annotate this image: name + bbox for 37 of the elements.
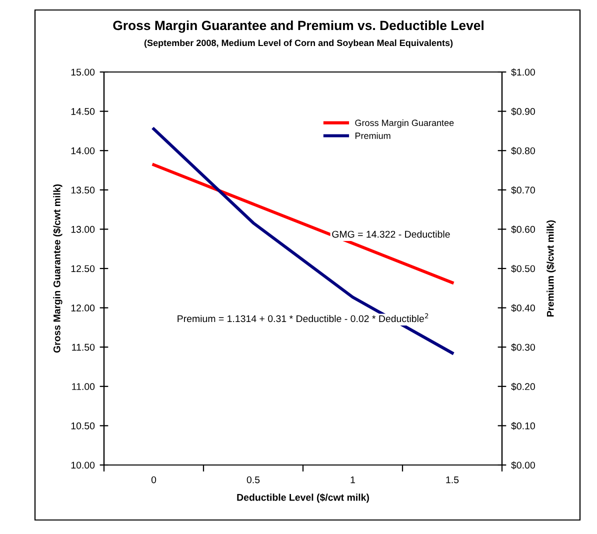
y-tick-label: 15.00 — [71, 68, 95, 76]
legend-label: Gross Margin Guarantee — [355, 119, 454, 128]
y2-tick-label: $0.80 — [511, 146, 535, 155]
y-tick-label: 10.50 — [71, 422, 95, 430]
y2-tick-label: $0.20 — [511, 382, 535, 391]
y-tick-label: 13.50 — [71, 186, 95, 194]
y2-tick-label: $1.00 — [511, 68, 535, 76]
y2-tick-label: $0.70 — [511, 186, 535, 194]
y2-tick-label: $0.50 — [511, 264, 535, 273]
y-tick-label: 12.50 — [71, 265, 95, 272]
annotation: GMG = 14.322 - Deductible — [332, 230, 450, 238]
annotation: Premium = 1.1314 + 0.31 * Deductible - 0.02 * Deductible$^{2}$ — [178, 313, 428, 322]
x-tick-label: 1 — [350, 476, 355, 484]
y2-tick-label: $0.00 — [511, 461, 535, 470]
y-tick-label: 11.00 — [72, 383, 95, 390]
chart-title: Gross Margin Guarantee and Premium vs. Deductible Level — [113, 20, 484, 33]
y-tick-label: 11.50 — [72, 344, 95, 351]
y2-tick-label: $0.60 — [511, 226, 535, 234]
x-tick-label: 0.5 — [246, 476, 260, 484]
x-axis-title: Deductible Level ($/cwt milk) — [237, 494, 369, 503]
y-tick-label: 12.00 — [71, 304, 95, 312]
y-tick-label: 13.00 — [71, 226, 95, 233]
y-tick-label: 10.00 — [71, 462, 95, 469]
y2-tick-label: $0.30 — [511, 343, 535, 352]
y-axis-title: Gross Margin Guarantee ($/cwt milk) — [53, 184, 62, 353]
line-series — [152, 163, 454, 284]
legend-label: Premium — [355, 132, 390, 139]
line-series — [152, 127, 454, 355]
y2-axis-title: Premium ($/cwt milk) — [546, 220, 556, 316]
y2-tick-label: $0.40 — [511, 304, 535, 312]
x-tick-label: 0 — [151, 476, 156, 484]
y-tick-label: 14.50 — [71, 108, 95, 115]
chart-subtitle: (September 2008, Medium Level of Corn and Soybean Meal Equivalents) — [144, 39, 453, 48]
y2-tick-label: $0.10 — [511, 422, 535, 430]
y2-tick-label: $0.90 — [511, 108, 535, 116]
x-tick-label: 1.5 — [446, 476, 459, 484]
y-tick-label: 14.00 — [71, 147, 95, 154]
